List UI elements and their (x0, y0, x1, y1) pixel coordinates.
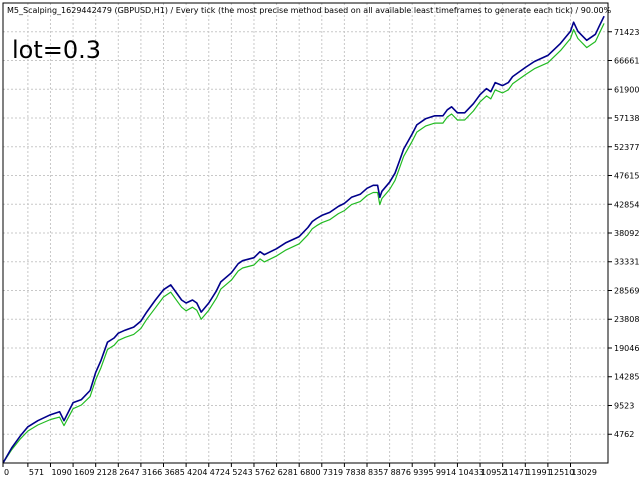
x-tick-label-21: 10952 (481, 468, 506, 477)
x-tick-label-25: 13029 (571, 468, 596, 477)
x-tick-label-5: 2647 (119, 468, 139, 477)
x-tick-label-20: 10433 (458, 468, 483, 477)
x-tick-label-10: 5243 (232, 468, 252, 477)
y-tick-label-0: 4762 (614, 430, 634, 439)
equity-line (2, 23, 605, 464)
y-axis-ticks: 4762 9523 14285 19046 23808 28569 33331 38092 42… (608, 28, 639, 439)
chart-title: M5_Scalping_1629442479 (GBPUSD,H1) / Eve… (7, 6, 612, 15)
x-tick-label-13: 6800 (300, 468, 320, 477)
x-tick-label-11: 5762 (255, 468, 275, 477)
y-tick-label-11: 57138 (614, 114, 639, 123)
y-tick-label-3: 19046 (614, 344, 639, 353)
x-tick-label-3: 1609 (74, 468, 94, 477)
y-tick-label-1: 9523 (614, 402, 634, 411)
y-tick-label-12: 61900 (614, 85, 639, 94)
y-tick-label-10: 52377 (614, 143, 639, 152)
y-tick-label-8: 42854 (614, 200, 639, 209)
x-tick-label-19: 9914 (436, 468, 456, 477)
balance-line (2, 15, 605, 464)
x-tick-label-24: 12510 (549, 468, 574, 477)
x-tick-label-23: 11991 (526, 468, 551, 477)
series-lines (2, 15, 605, 464)
x-tick-label-1: 571 (29, 468, 44, 477)
x-tick-label-4: 2128 (97, 468, 117, 477)
x-tick-label-14: 7319 (323, 468, 343, 477)
x-axis-ticks: 0 571 1090 1609 2128 2647 3166 3685 4204 4724 5243… (2, 463, 597, 477)
y-tick-label-7: 38092 (614, 229, 639, 238)
x-tick-label-2: 1090 (51, 468, 71, 477)
x-tick-label-6: 3166 (142, 468, 162, 477)
y-tick-label-5: 28569 (614, 287, 639, 296)
x-tick-label-18: 9395 (413, 468, 433, 477)
x-tick-label-17: 8876 (391, 468, 411, 477)
x-tick-label-0: 0 (4, 468, 9, 477)
y-tick-label-13: 66661 (614, 57, 639, 66)
y-tick-label-4: 23808 (614, 315, 639, 324)
x-tick-label-12: 6281 (278, 468, 298, 477)
x-tick-label-16: 8357 (368, 468, 388, 477)
y-tick-label-14: 71423 (614, 28, 639, 37)
x-tick-label-8: 4204 (187, 468, 207, 477)
grid-lines (2, 3, 608, 463)
x-tick-label-9: 4724 (210, 468, 230, 477)
y-tick-label-6: 33331 (614, 258, 639, 267)
lot-annotation: lot=0.3 (12, 36, 101, 64)
x-tick-label-15: 7838 (345, 468, 365, 477)
y-tick-label-9: 47615 (614, 172, 639, 181)
x-tick-label-7: 3685 (165, 468, 185, 477)
x-tick-label-22: 11471 (504, 468, 529, 477)
y-tick-label-2: 14285 (614, 373, 639, 382)
